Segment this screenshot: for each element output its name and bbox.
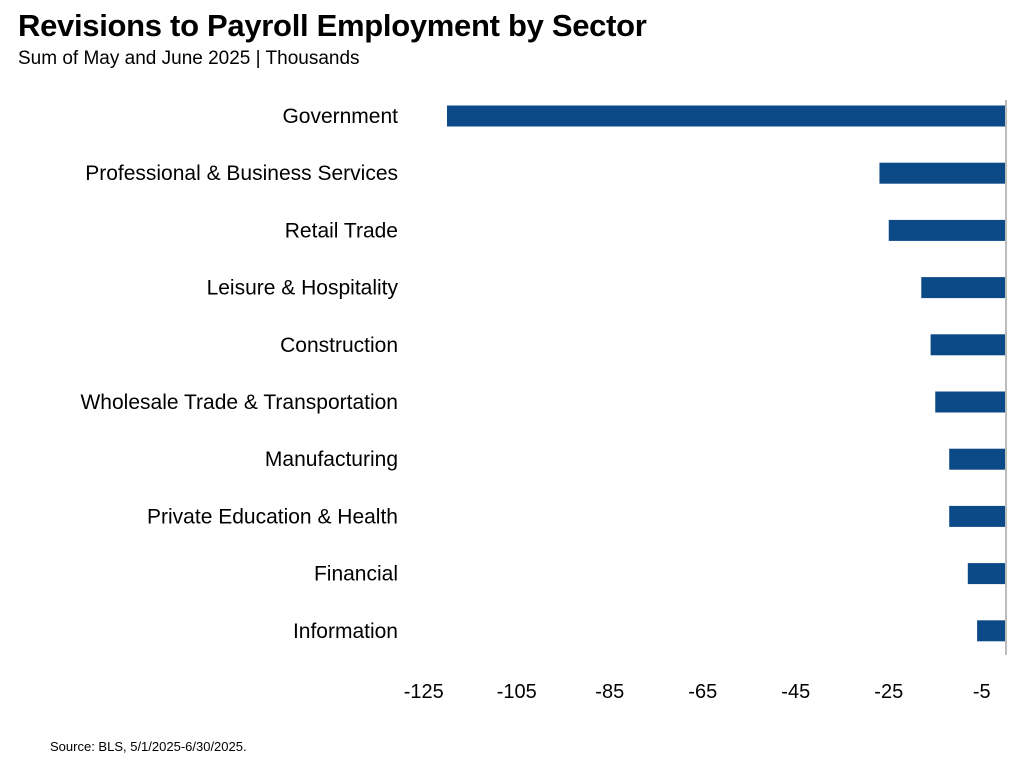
category-label: Professional & Business Services: [85, 162, 398, 185]
bar-1: [879, 162, 1005, 184]
x-tick-label: -85: [595, 681, 624, 703]
bars-group: [447, 105, 1005, 642]
category-label: Retail Trade: [285, 219, 398, 242]
bar-4: [930, 334, 1005, 356]
bar-7: [949, 505, 1005, 527]
bar-5: [935, 391, 1005, 413]
category-label: Wholesale Trade & Transportation: [80, 391, 398, 414]
bar-3: [921, 277, 1005, 299]
bar-8: [967, 563, 1005, 585]
x-tick-label: -105: [497, 681, 537, 703]
x-tick-labels-group: -125 -105 -85 -65 -45 -25 -5: [404, 681, 991, 703]
bar-9: [977, 620, 1005, 642]
x-tick-label: -25: [874, 681, 903, 703]
category-label: Private Education & Health: [147, 505, 398, 528]
bar-0: [447, 105, 1005, 127]
category-label: Leisure & Hospitality: [207, 277, 399, 300]
x-tick-label: -125: [404, 681, 444, 703]
category-label: Financial: [314, 563, 398, 586]
category-label: Construction: [280, 334, 398, 357]
category-labels-group: Government Professional & Business Servic…: [80, 105, 398, 643]
chart-subtitle: Sum of May and June 2025 | Thousands: [18, 48, 360, 69]
x-tick-label: -45: [781, 681, 810, 703]
source-note: Source: BLS, 5/1/2025-6/30/2025.: [50, 739, 247, 754]
x-tick-label: -65: [688, 681, 717, 703]
bar-6: [949, 448, 1005, 470]
chart-title: Revisions to Payroll Employment by Secto…: [18, 8, 647, 43]
bar-2: [888, 219, 1005, 241]
category-label: Information: [293, 620, 398, 643]
category-label: Manufacturing: [265, 448, 398, 471]
category-label: Government: [282, 105, 398, 128]
x-tick-label: -5: [973, 681, 991, 703]
